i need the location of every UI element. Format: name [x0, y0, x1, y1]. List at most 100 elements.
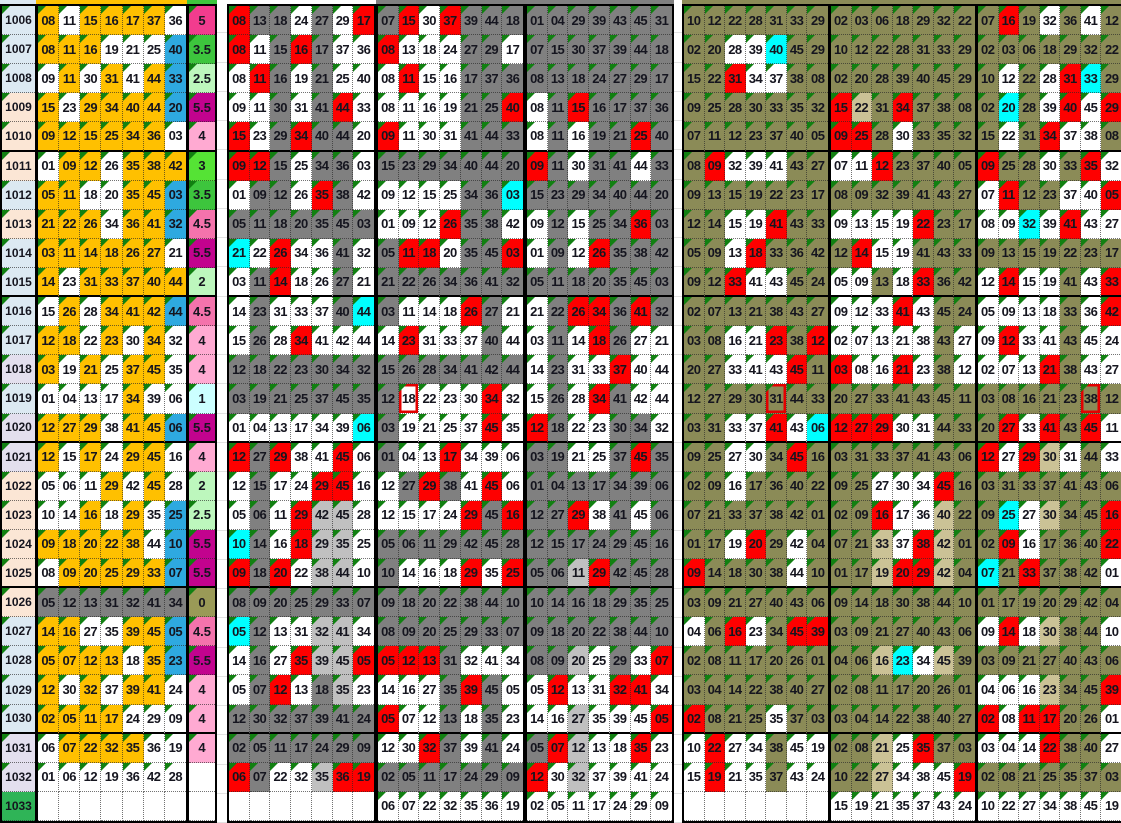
number-cell[interactable]: 15 — [270, 151, 292, 181]
score-cell[interactable]: 4 — [189, 326, 215, 356]
number-cell[interactable]: 41 — [1080, 6, 1102, 36]
number-cell[interactable]: 34 — [630, 413, 652, 443]
number-cell[interactable]: 12 — [229, 471, 250, 501]
number-cell[interactable] — [766, 791, 787, 821]
number-cell[interactable]: 02 — [684, 471, 705, 501]
number-cell[interactable]: 27 — [419, 675, 441, 705]
number-cell[interactable]: 12 — [419, 704, 441, 734]
number-cell[interactable]: 22 — [954, 6, 975, 36]
number-cell[interactable]: 04 — [59, 384, 81, 414]
number-cell[interactable]: 43 — [933, 442, 955, 472]
number-cell[interactable]: 35 — [122, 180, 144, 210]
number-cell[interactable]: 18 — [249, 355, 271, 385]
number-cell[interactable]: 35 — [164, 355, 186, 385]
number-cell[interactable]: 44 — [143, 64, 165, 94]
score-cell[interactable]: 4 — [189, 675, 215, 705]
number-cell[interactable]: 14 — [851, 238, 873, 268]
number-cell[interactable]: 09 — [684, 442, 705, 472]
number-cell[interactable]: 05 — [378, 646, 399, 676]
number-cell[interactable]: 14 — [1019, 733, 1040, 763]
number-cell[interactable]: 07 — [398, 791, 420, 821]
number-cell[interactable]: 41 — [332, 238, 354, 268]
number-cell[interactable]: 30 — [419, 6, 441, 36]
score-cell[interactable] — [189, 763, 215, 792]
number-cell[interactable]: 11 — [398, 64, 420, 94]
number-cell[interactable]: 26 — [419, 267, 441, 298]
number-cell[interactable]: 12 — [378, 733, 399, 763]
number-cell[interactable]: 16 — [419, 93, 441, 123]
number-cell[interactable]: 23 — [164, 646, 186, 676]
number-cell[interactable]: 25 — [589, 209, 610, 239]
number-cell[interactable]: 21 — [568, 442, 590, 472]
number-cell[interactable]: 10 — [164, 529, 186, 560]
number-cell[interactable]: 01 — [38, 151, 60, 181]
number-cell[interactable]: 45 — [481, 675, 503, 705]
number-cell[interactable]: 14 — [851, 588, 873, 618]
number-cell[interactable]: 22 — [1039, 733, 1061, 763]
score-cell[interactable]: 5.5 — [189, 93, 215, 123]
number-cell[interactable]: 17 — [502, 35, 523, 65]
number-cell[interactable]: 15 — [831, 791, 852, 821]
number-cell[interactable]: 41 — [460, 471, 482, 501]
number-cell[interactable]: 35 — [630, 733, 652, 763]
number-cell[interactable]: 40 — [766, 35, 787, 65]
number-cell[interactable]: 33 — [1060, 151, 1081, 181]
number-cell[interactable]: 09 — [831, 297, 852, 327]
number-cell[interactable]: 16 — [725, 471, 746, 501]
number-cell[interactable]: 03 — [378, 297, 399, 327]
number-cell[interactable]: 04 — [831, 646, 852, 676]
number-cell[interactable]: 37 — [311, 297, 333, 327]
number-cell[interactable]: 18 — [502, 6, 523, 36]
number-cell[interactable]: 32 — [353, 355, 374, 385]
number-cell[interactable]: 05 — [527, 733, 548, 763]
number-cell[interactable]: 40 — [481, 326, 503, 356]
number-cell[interactable]: 40 — [460, 151, 482, 181]
number-cell[interactable]: 09 — [229, 559, 250, 589]
number-cell[interactable]: 04 — [398, 442, 420, 472]
number-cell[interactable]: 06 — [502, 442, 523, 472]
number-cell[interactable]: 31 — [704, 413, 726, 443]
number-cell[interactable]: 39 — [122, 675, 144, 705]
number-cell[interactable]: 19 — [851, 791, 873, 821]
number-cell[interactable]: 20 — [913, 675, 934, 705]
number-cell[interactable]: 13 — [998, 238, 1020, 268]
number-cell[interactable]: 32 — [353, 238, 374, 268]
number-cell[interactable]: 31 — [651, 6, 672, 36]
number-cell[interactable]: 33 — [786, 6, 808, 36]
number-cell[interactable]: 25 — [704, 442, 726, 472]
number-cell[interactable]: 35 — [291, 646, 312, 676]
number-cell[interactable]: 34 — [651, 675, 672, 705]
number-cell[interactable]: 17 — [998, 588, 1020, 618]
number-cell[interactable]: 20 — [745, 529, 767, 560]
number-cell[interactable]: 04 — [851, 704, 873, 734]
number-cell[interactable]: 29 — [311, 588, 333, 618]
number-cell[interactable]: 13 — [1019, 355, 1040, 385]
number-cell[interactable] — [291, 791, 312, 821]
number-cell[interactable]: 43 — [1080, 646, 1102, 676]
number-cell[interactable]: 43 — [1080, 267, 1102, 298]
number-cell[interactable]: 11 — [872, 675, 893, 705]
number-cell[interactable]: 01 — [527, 238, 548, 268]
number-cell[interactable]: 15 — [527, 384, 548, 414]
number-cell[interactable]: 35 — [143, 646, 165, 676]
number-cell[interactable]: 20 — [270, 588, 292, 618]
number-cell[interactable]: 16 — [872, 355, 893, 385]
number-cell[interactable]: 09 — [978, 326, 999, 356]
number-cell[interactable]: 08 — [527, 646, 548, 676]
number-cell[interactable]: 29 — [311, 529, 333, 560]
number-cell[interactable]: 38 — [1080, 384, 1102, 414]
number-cell[interactable]: 14 — [398, 559, 420, 589]
number-cell[interactable]: 15 — [684, 762, 705, 792]
number-cell[interactable]: 06 — [353, 442, 374, 472]
number-cell[interactable]: 17 — [101, 384, 123, 414]
number-cell[interactable]: 36 — [143, 122, 165, 152]
score-cell[interactable]: 4 — [189, 704, 215, 734]
number-cell[interactable]: 40 — [766, 588, 787, 618]
number-cell[interactable]: 12 — [38, 675, 60, 705]
number-cell[interactable]: 08 — [38, 6, 60, 36]
number-cell[interactable]: 29 — [807, 6, 828, 36]
number-cell[interactable]: 09 — [704, 588, 726, 618]
number-cell[interactable]: 23 — [1080, 238, 1102, 268]
number-cell[interactable]: 09 — [851, 267, 873, 298]
number-cell[interactable]: 41 — [460, 122, 482, 152]
